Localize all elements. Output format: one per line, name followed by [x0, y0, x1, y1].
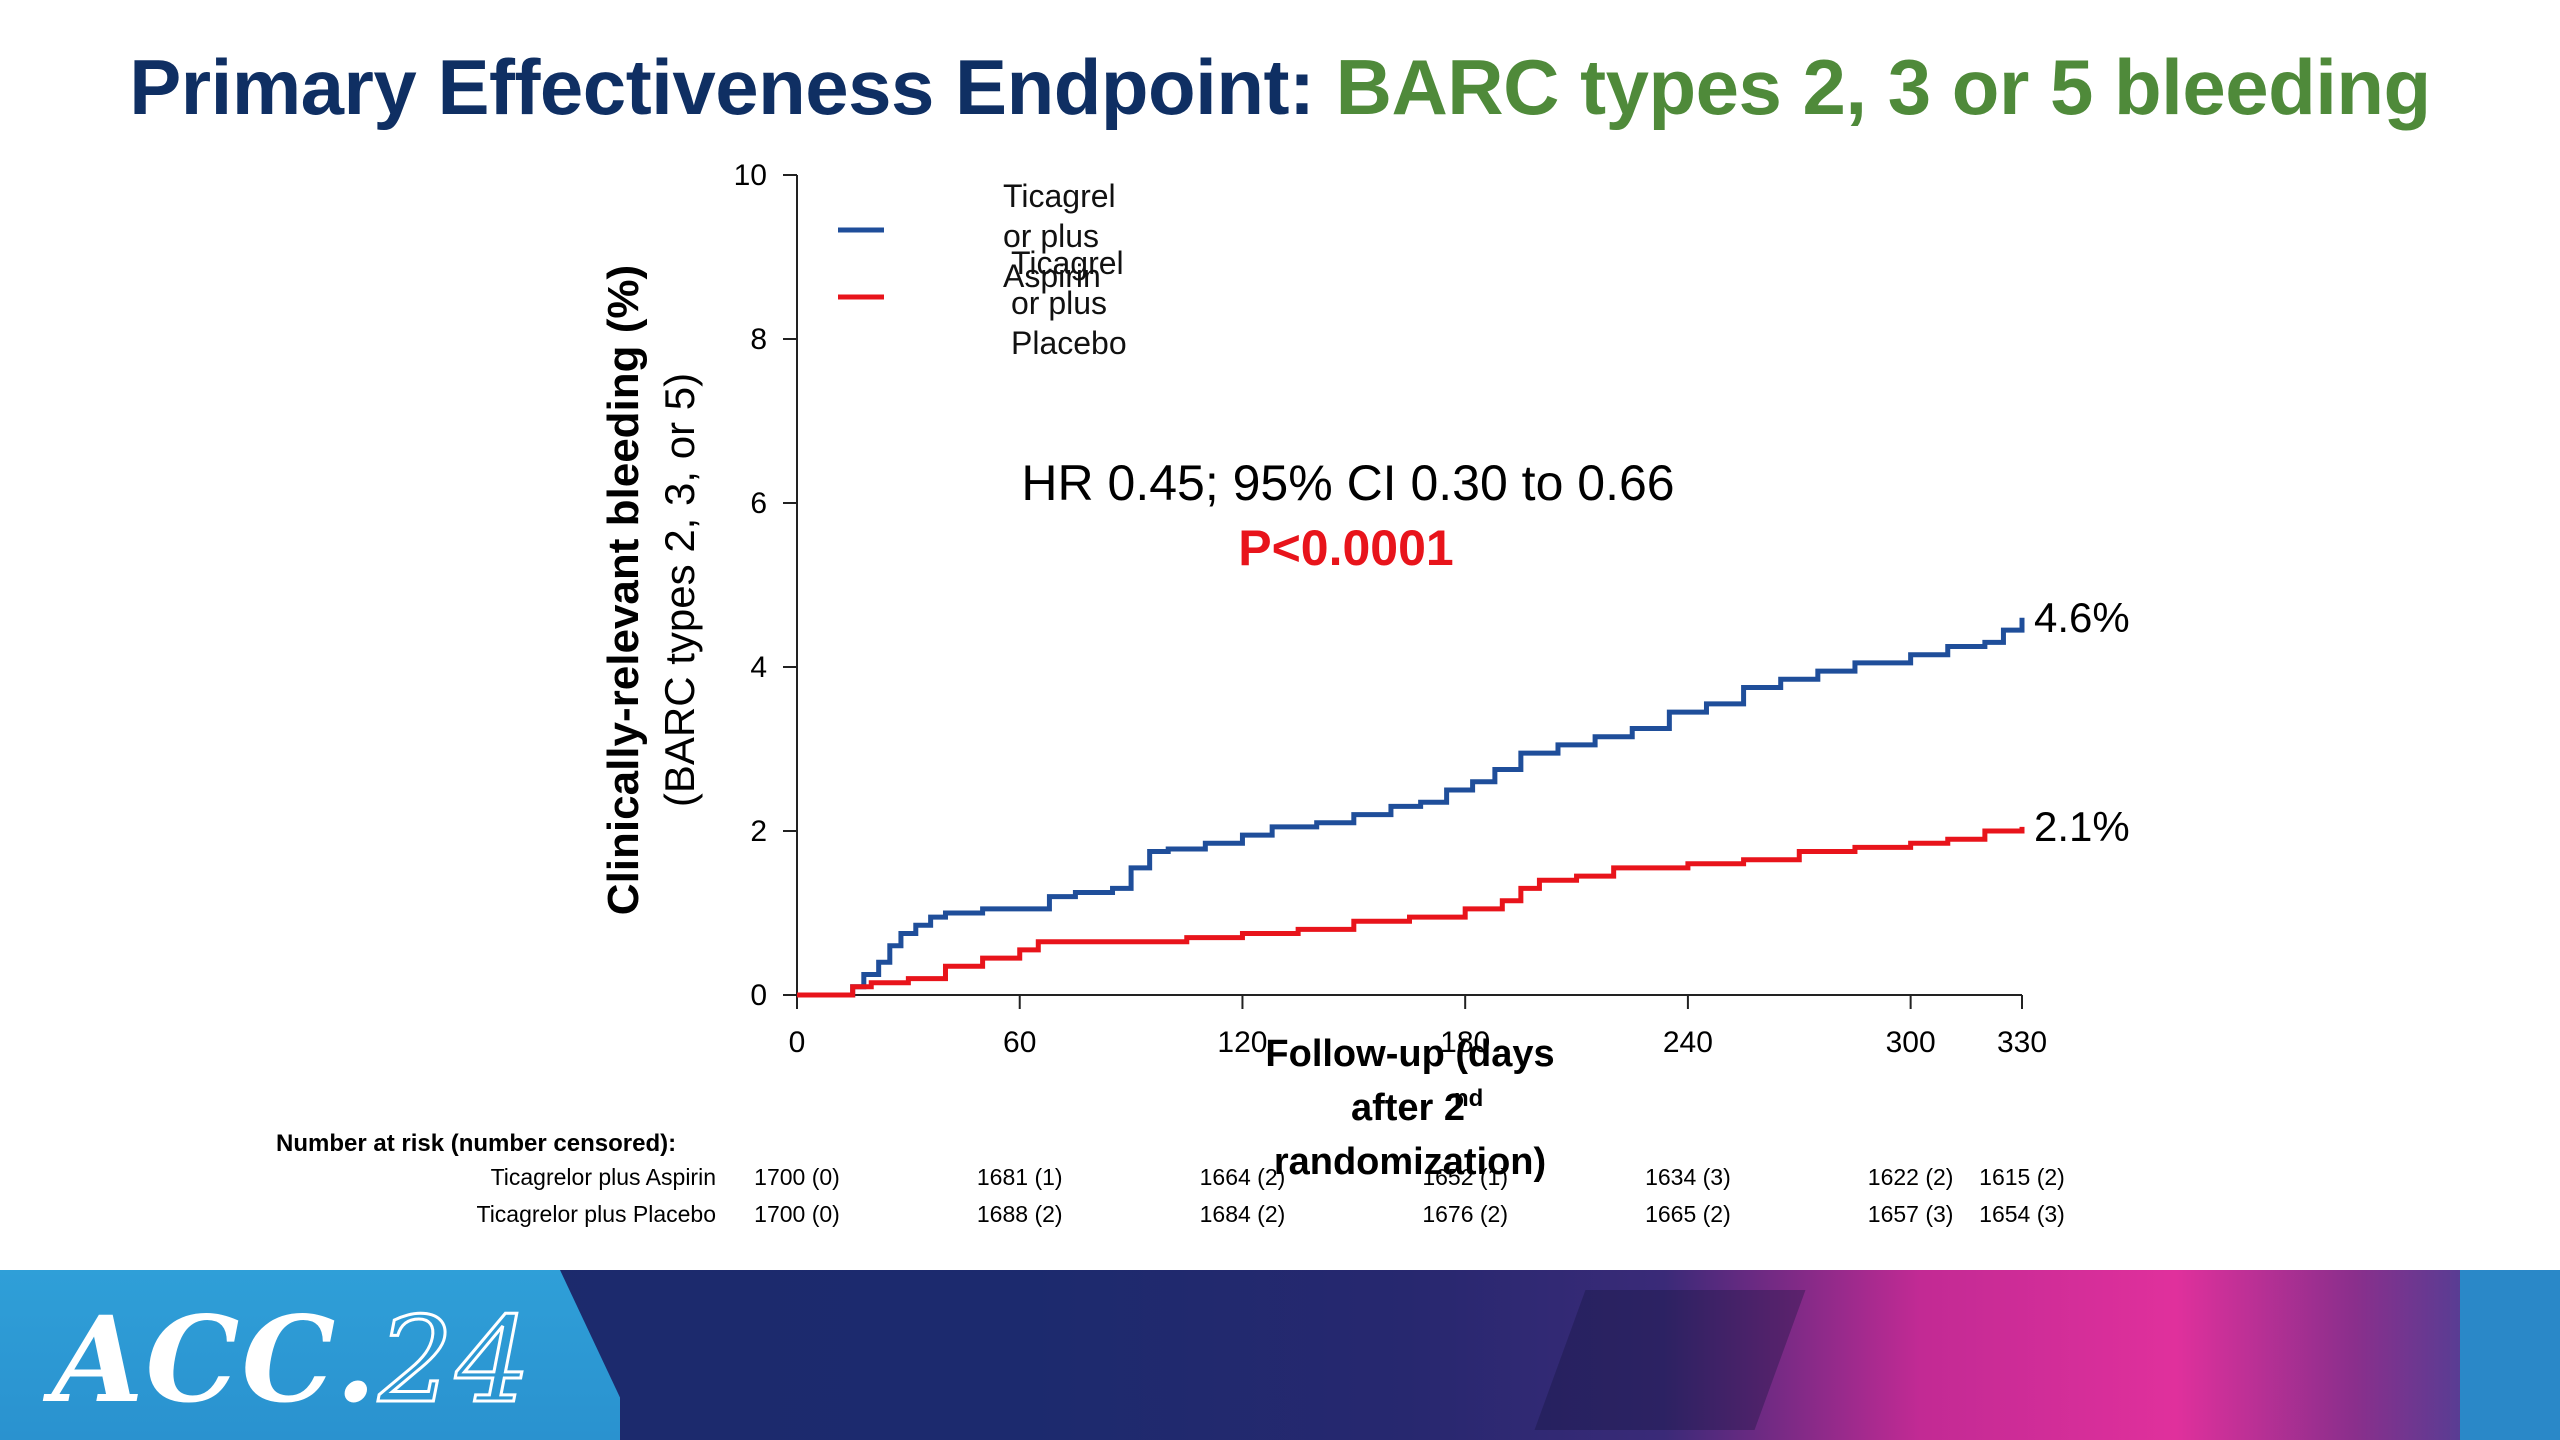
legend-label-0: Aspirin — [1003, 258, 1101, 294]
acc-logo-year: 24 — [377, 1290, 533, 1431]
x-tick-label: 330 — [1997, 1026, 2047, 1059]
y-tick-label: 6 — [750, 487, 767, 520]
legend-label-1: Placebo — [1011, 325, 1127, 361]
slide-title-highlight: BARC types 2, 3 or 5 bleeding — [1335, 43, 2432, 131]
legend-label-0: Ticagrel — [1003, 178, 1116, 214]
risk-cell: 1665 (2) — [1645, 1201, 1731, 1227]
x-axis-title-line3: randomization) — [1274, 1141, 1546, 1183]
risk-cell: 1615 (2) — [1979, 1164, 2065, 1190]
x-tick-label: 0 — [789, 1026, 806, 1059]
p-value-annotation: P<0.0001 — [1238, 520, 1453, 576]
risk-cell: 1684 (2) — [1199, 1201, 1286, 1227]
x-tick-label: 240 — [1663, 1026, 1713, 1059]
y-axis-subtitle: (BARC types 2, 3, or 5) — [656, 373, 703, 807]
slide-title-main: Primary Effectiveness Endpoint: — [129, 43, 1336, 131]
x-tick-label: 300 — [1886, 1026, 1936, 1059]
legend-label-1: or plus — [1011, 285, 1107, 321]
series-line-1 — [797, 826, 2025, 998]
x-axis-title-superscript: nd — [1454, 1085, 1483, 1112]
risk-row-label: Ticagrelor plus Placebo — [476, 1201, 717, 1227]
y-tick-label: 8 — [750, 323, 767, 356]
y-tick-label: 0 — [750, 979, 767, 1012]
risk-cell: 1700 (0) — [754, 1201, 840, 1227]
km-chart: 0 2 4 6 8 10 0 60 120 180 240 300 330 Clinically-rele… — [599, 159, 2130, 1183]
risk-cell: 1664 (2) — [1199, 1164, 1286, 1190]
risk-cell: 1657 (3) — [1867, 1201, 1954, 1227]
chart-series — [797, 617, 2025, 998]
slide-title: Primary Effectiveness Endpoint: BARC typ… — [0, 42, 2560, 133]
acc-logo-text: ACC. — [52, 1290, 379, 1429]
footer-decoration — [1534, 1290, 1806, 1430]
y-axis-title: Clinically-relevant bleeding (%) — [599, 265, 648, 915]
chart-axes: 0 2 4 6 8 10 0 60 120 180 240 300 330 Clinically-rele… — [599, 159, 2047, 1183]
x-axis-title-line2: after 2 — [1351, 1087, 1465, 1129]
risk-cell: 1654 (3) — [1979, 1201, 2065, 1227]
risk-cell: 1700 (0) — [754, 1164, 840, 1190]
y-tick-label: 4 — [750, 651, 767, 684]
chart-labels: 4.6%Ticagrelor plusAspirin2.1%Ticagrelor… — [838, 178, 2130, 850]
risk-cell: 1622 (2) — [1867, 1164, 1954, 1190]
series-line-0 — [797, 617, 2025, 998]
footer-banner: ACC.24 — [0, 1270, 2560, 1440]
acc-logo: ACC.24 — [52, 1290, 533, 1431]
risk-table-header: Number at risk (number censored): — [276, 1130, 677, 1157]
legend-label-0: or plus — [1003, 218, 1099, 254]
series-end-label-0: 4.6% — [2034, 594, 2130, 641]
risk-cell: 1652 (1) — [1422, 1164, 1509, 1190]
legend-label-1: Ticagrel — [1011, 245, 1124, 281]
x-tick-label: 60 — [1003, 1026, 1036, 1059]
footer-logo-panel — [0, 1270, 620, 1440]
y-tick-label: 10 — [734, 159, 767, 192]
series-end-label-1: 2.1% — [2034, 803, 2130, 850]
risk-cell: 1634 (3) — [1645, 1164, 1731, 1190]
risk-cell: 1688 (2) — [976, 1201, 1063, 1227]
hazard-ratio-annotation: HR 0.45; 95% CI 0.30 to 0.66 — [1021, 455, 1674, 511]
risk-row-label: Ticagrelor plus Aspirin — [490, 1164, 716, 1190]
x-tick-label: 180 — [1440, 1026, 1490, 1059]
y-tick-label: 2 — [750, 815, 767, 848]
x-axis-title-line1: Follow-up (days — [1265, 1033, 1554, 1075]
footer-decoration-right — [2460, 1270, 2560, 1440]
risk-cell: 1676 (2) — [1422, 1201, 1509, 1227]
x-tick-label: 120 — [1217, 1026, 1267, 1059]
risk-cell: 1681 (1) — [976, 1164, 1063, 1190]
